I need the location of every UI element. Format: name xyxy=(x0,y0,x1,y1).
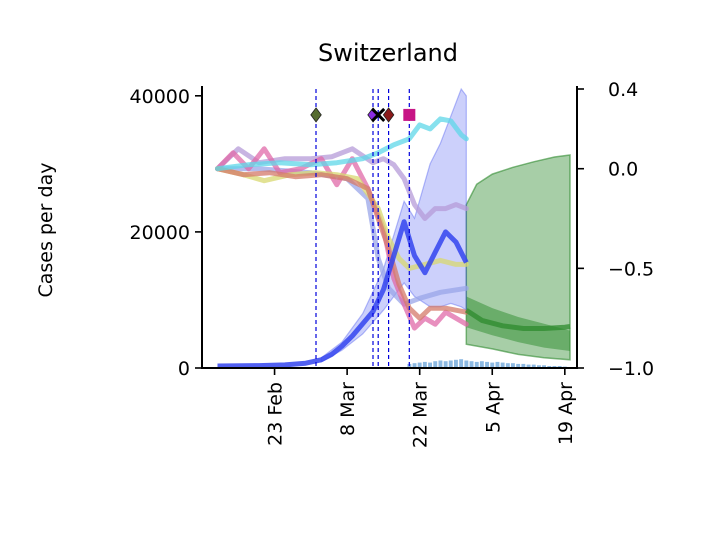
daily-bar xyxy=(433,361,438,368)
mobility-line-2 xyxy=(215,146,469,221)
daily-bar xyxy=(490,362,495,368)
y2-tick-label: −1.0 xyxy=(608,358,654,380)
y-axis-label: Cases per day xyxy=(35,163,57,298)
event-marker xyxy=(382,107,395,123)
daily-bar xyxy=(428,362,432,368)
daily-bar xyxy=(505,363,510,368)
daily-bar xyxy=(464,360,469,368)
daily-bar xyxy=(417,362,422,368)
daily-bar xyxy=(412,363,417,368)
event-marker xyxy=(371,107,386,122)
daily-bar xyxy=(516,363,521,368)
event-marker xyxy=(310,107,322,123)
daily-bar xyxy=(479,361,484,368)
mobility-layer xyxy=(215,116,469,331)
x-tick-label: 19 Apr xyxy=(555,382,577,445)
daily-bar xyxy=(438,360,443,368)
cases-line xyxy=(217,219,469,369)
daily-bar xyxy=(454,359,458,368)
daily-bar xyxy=(526,364,531,368)
y-tick-label: 40000 xyxy=(130,86,190,108)
daily-bar xyxy=(511,363,515,368)
daily-bar xyxy=(531,364,536,368)
daily-bars-layer xyxy=(407,359,567,368)
x-tick-label: 22 Mar xyxy=(410,382,432,448)
cases-band xyxy=(320,87,467,363)
daily-bar xyxy=(495,361,500,368)
forecast-median-line xyxy=(464,308,571,331)
x-tick-label: 8 Mar xyxy=(337,382,359,436)
axes-layer: 0 20000 40000 −1.0 −0.5 0.0 0.4 23 Feb 8 Mar 22 M… xyxy=(130,79,655,448)
daily-bar xyxy=(542,365,546,368)
x-tick-label: 23 Feb xyxy=(265,382,287,446)
bands-layer xyxy=(320,87,571,363)
y2-tick-label: 0.0 xyxy=(608,159,638,181)
y-tick-label: 20000 xyxy=(130,222,190,244)
daily-bar xyxy=(500,362,505,368)
events-layer xyxy=(310,89,416,368)
daily-bar xyxy=(448,360,453,368)
event-marker xyxy=(403,108,416,121)
chart-title: Switzerland xyxy=(318,39,458,67)
mobility-line-6 xyxy=(215,116,469,172)
daily-bar xyxy=(474,361,479,368)
y2-tick-label: 0.4 xyxy=(608,79,638,101)
daily-bar xyxy=(521,363,526,368)
forecast-inner-band xyxy=(466,296,570,351)
y-tick-label: 0 xyxy=(178,358,190,380)
daily-bar xyxy=(469,361,474,368)
daily-bar xyxy=(485,361,489,368)
lines-layer xyxy=(217,219,571,369)
x-tick-label: 5 Apr xyxy=(482,382,504,433)
daily-bar xyxy=(443,361,448,368)
daily-bar xyxy=(537,365,541,368)
y2-tick-label: −0.5 xyxy=(608,258,654,280)
daily-bar xyxy=(422,361,427,368)
daily-bar xyxy=(459,359,464,368)
